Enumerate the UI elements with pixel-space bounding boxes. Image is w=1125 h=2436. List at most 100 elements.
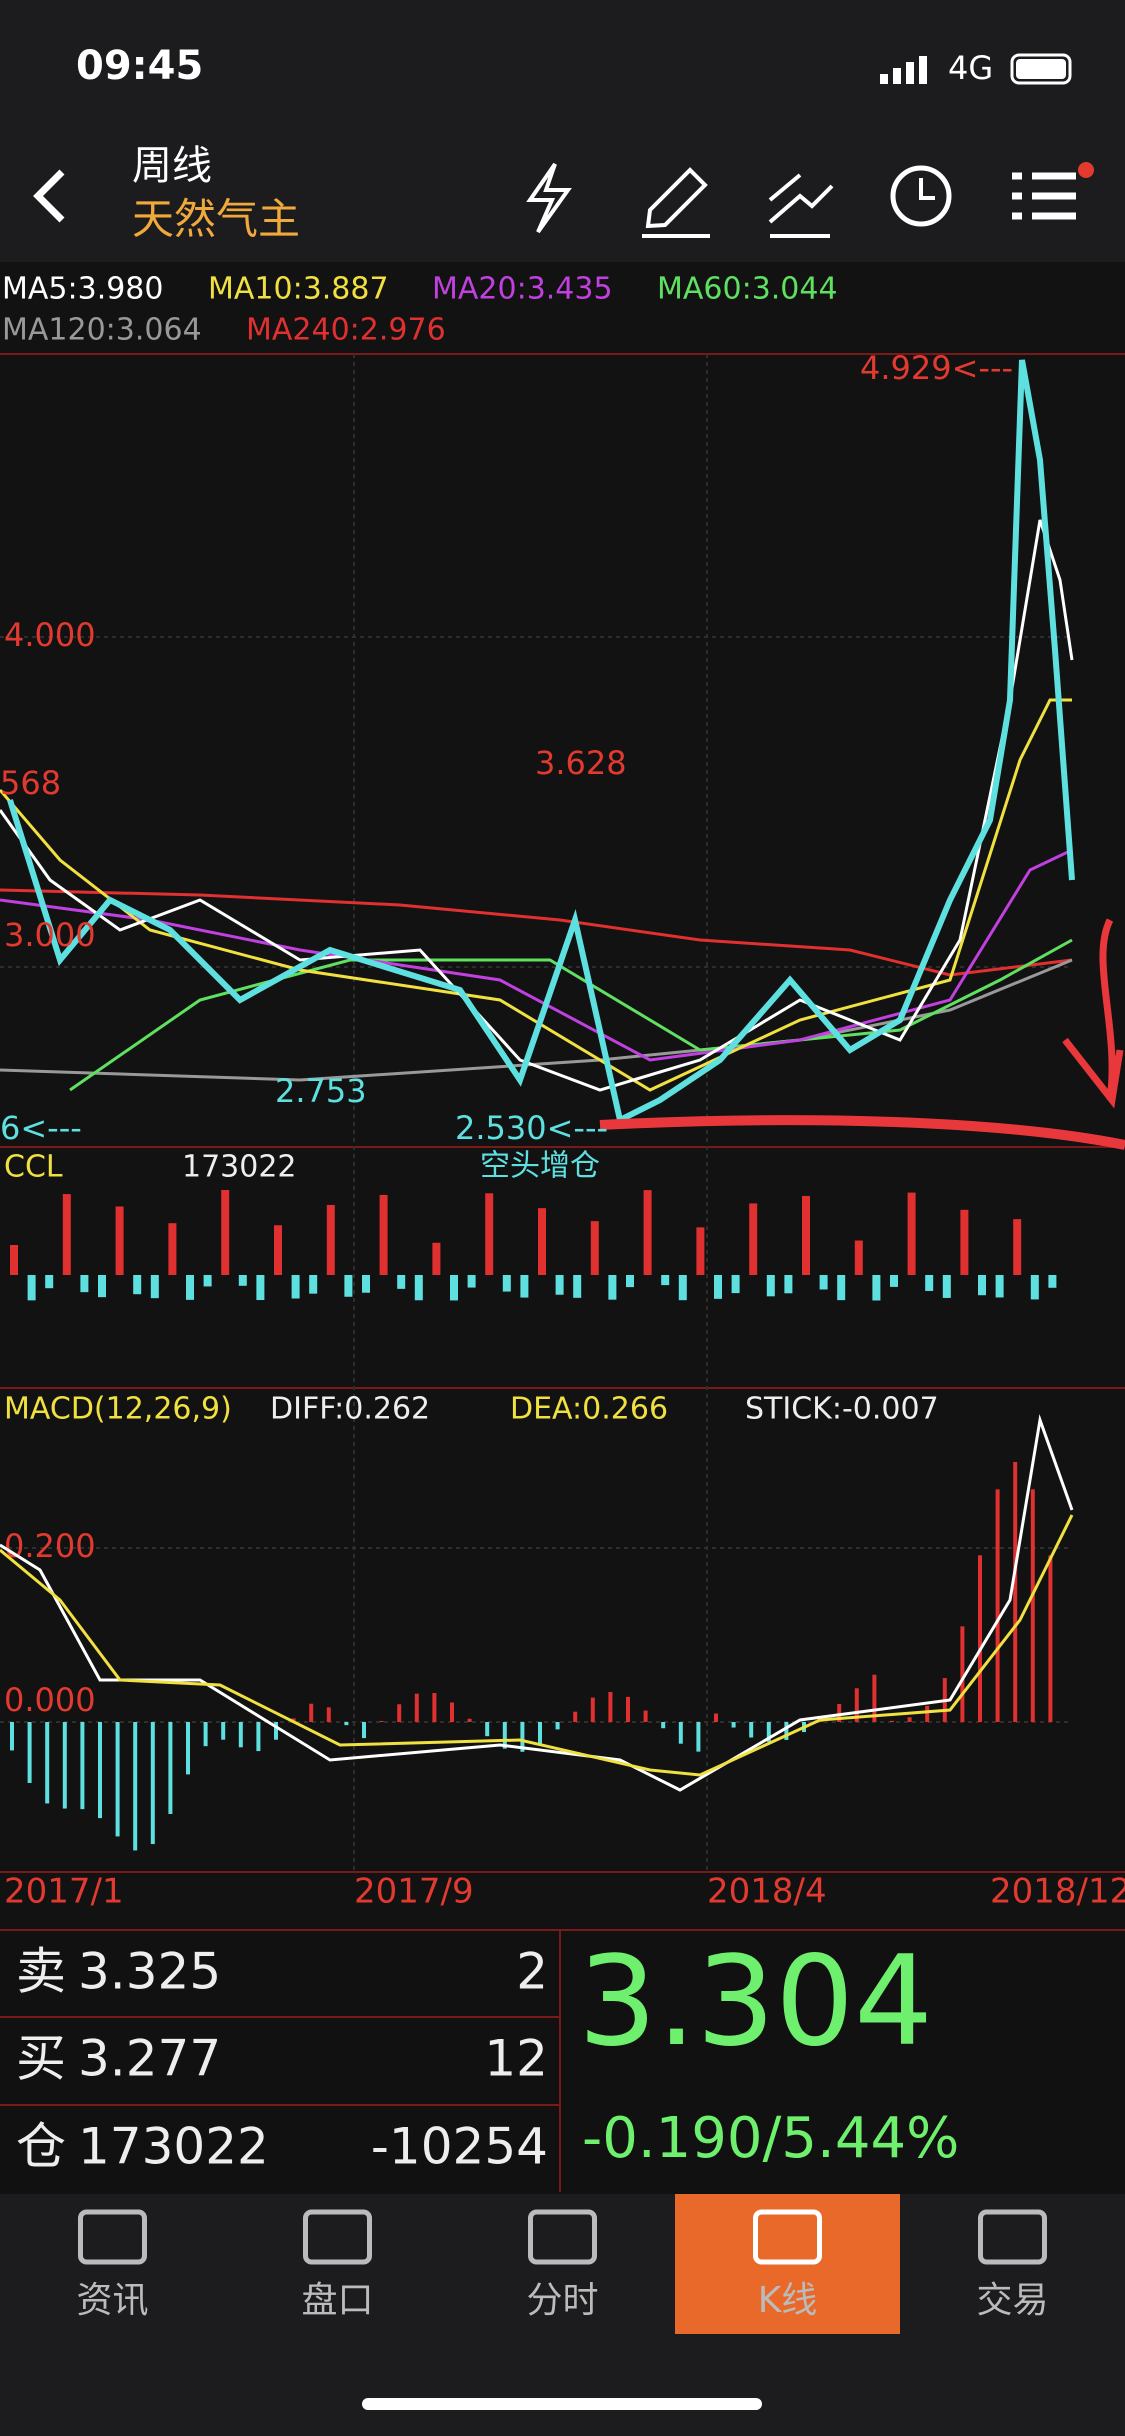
ccl-bar [626,1275,634,1288]
price-annotation: 6<--- [0,1109,82,1147]
macd-bar [890,1720,894,1722]
ma-label: MA120:3.064 [2,313,202,348]
macd-bar [696,1722,701,1752]
macd-bar [362,1722,366,1739]
macd-bar [397,1704,402,1722]
ccl-bar [414,1275,423,1301]
macd-bar [555,1722,560,1730]
macd-stick: STICK:-0.007 [745,1392,939,1427]
macd-bar [731,1722,736,1728]
macd-bar [432,1693,437,1722]
macd-bar [661,1722,666,1729]
instrument-name: 天然气主 [132,195,300,244]
ccl-bar [80,1275,89,1293]
quote-volume: -10254 [371,2118,548,2176]
quote-volume: 2 [516,1943,548,2001]
ccl-bars [10,1190,1057,1301]
chart-area [0,262,1125,1927]
macd-bar [150,1722,155,1845]
ccl-bar [538,1208,546,1275]
ccl-label: CCL [4,1150,63,1185]
ccl-bar [186,1275,194,1300]
menu-button[interactable] [1012,172,1076,220]
macd-bar [133,1722,138,1851]
battery-icon [1010,53,1072,85]
ccl-bar [379,1194,388,1275]
ccl-bar [150,1275,159,1299]
macd-bar [450,1702,454,1722]
ma-label: MA5:3.980 [2,272,163,307]
ccl-bar [326,1204,335,1275]
ccl-bar [62,1194,71,1275]
tab-icon [78,2209,147,2265]
macd-bar [256,1722,261,1752]
macd-bar [872,1674,877,1722]
tab-label[interactable]: 交易 [976,2280,1048,2321]
date-label: 2017/1 [4,1872,124,1912]
macd-bar [643,1710,648,1722]
tab-icon [528,2209,597,2265]
tab-label[interactable]: 盘口 [301,2280,373,2321]
ccl-bar [837,1275,846,1301]
ccl-bar [766,1275,775,1297]
ccl-bar [978,1275,986,1296]
macd-bar [414,1693,419,1722]
grid-lines [0,354,1072,1872]
quote-label: 卖 [16,1943,66,2001]
ccl-bar [10,1245,18,1275]
ccl-bar [925,1275,934,1291]
price-change: -0.190/5.44% [582,2106,959,2171]
price-axis-label: 3.000 [4,916,96,954]
macd-bar [626,1696,630,1722]
tab-label[interactable]: 分时 [526,2280,598,2321]
flash-button[interactable] [526,162,572,234]
macd-lines [0,1414,1074,1792]
macd-bar [168,1722,173,1814]
history-button[interactable] [890,165,952,227]
tab-icon [753,2209,822,2265]
ccl-bar [520,1275,529,1298]
ccl-bar [608,1275,617,1300]
macd-bar [520,1722,525,1752]
ccl-bar [98,1275,106,1298]
macd-bar [485,1722,490,1737]
macd-bar [837,1703,842,1722]
quote-value: 173022 [78,2118,269,2176]
macd-bar [960,1626,965,1722]
ccl-bar [890,1275,898,1287]
quote-volume: 12 [484,2030,548,2088]
menu-badge [1078,162,1094,178]
back-button[interactable] [33,169,65,223]
macd-bar [274,1722,278,1740]
macd-bars [10,1462,1053,1851]
ccl-bar [960,1209,969,1275]
ccl-bar [203,1275,212,1287]
price-annotation: 2.530<--- [455,1109,608,1147]
macd-bar [854,1688,859,1722]
panel-borders [0,353,1125,1873]
indicator-button[interactable] [768,173,834,238]
macd-bar [608,1692,613,1722]
tab-label[interactable]: 资讯 [76,2280,148,2321]
macd-bar [80,1722,85,1810]
macd-bar [203,1722,208,1747]
macd-bar [221,1722,226,1740]
ccl-bar [291,1275,300,1299]
tab-label[interactable]: K线 [758,2280,818,2321]
hand-drawn-arrow [1062,918,1124,1109]
draw-button[interactable] [642,167,710,238]
ccl-bar [27,1275,36,1301]
macd-bar [907,1717,912,1722]
price-annotation: 2.753 [275,1072,367,1110]
price-axis-label: 4.000 [4,616,96,654]
home-indicator [362,2398,762,2410]
ccl-bar [397,1275,406,1289]
date-label: 2017/9 [354,1872,474,1912]
macd-bar [502,1722,507,1749]
price-annotation: 3.628 [535,744,627,782]
macd-bar [309,1703,314,1722]
ccl-bar [678,1275,687,1301]
ccl-bar [485,1193,494,1275]
ccl-bar [872,1275,881,1301]
